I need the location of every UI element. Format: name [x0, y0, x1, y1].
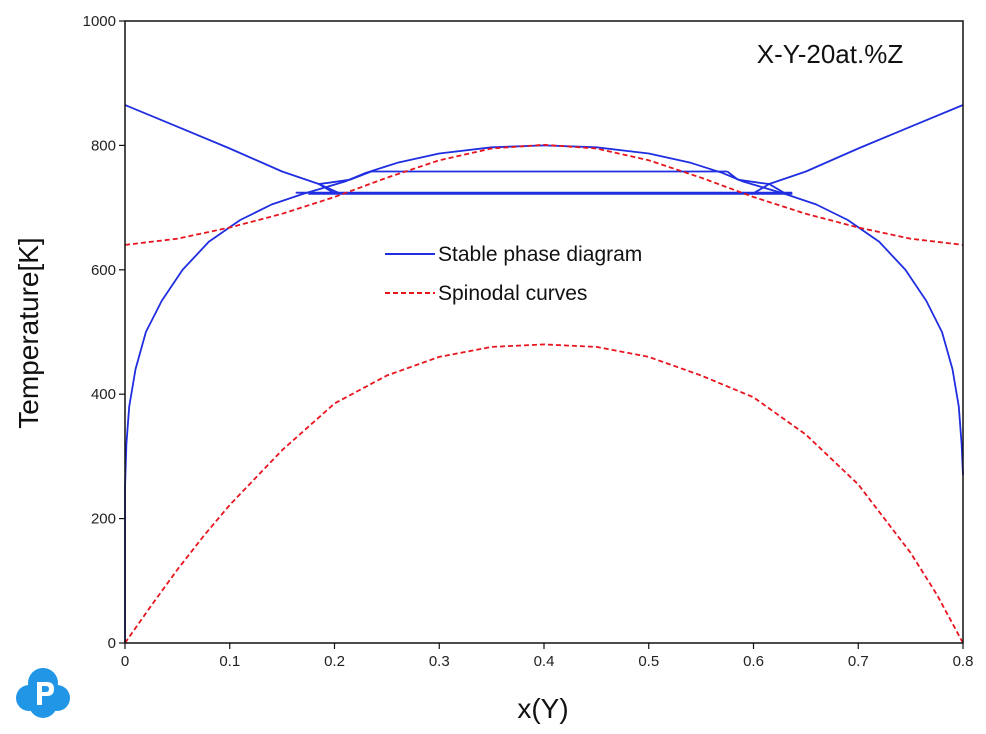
- legend-label-spinodal: Spinodal curves: [438, 282, 587, 305]
- plot-lines: [124, 104, 964, 644]
- x-axis-label: x(Y): [517, 693, 568, 724]
- x-tick-label: 0.7: [848, 653, 869, 670]
- y-tick-label: 1000: [83, 13, 116, 30]
- series-line-stable-phase-diagram: [318, 183, 341, 195]
- plot-area-frame: [124, 20, 964, 644]
- x-tick-label: 0.8: [953, 653, 974, 670]
- series-line-stable-phase-diagram: [726, 170, 770, 185]
- y-axis-ticks: 0 200 400 600 800 1000: [83, 13, 125, 652]
- series-line-stable-phase-diagram: [768, 183, 786, 195]
- y-tick-label: 400: [91, 386, 116, 403]
- chart-annotation: X-Y-20at.%Z: [757, 39, 904, 69]
- x-tick-label: 0.1: [219, 653, 240, 670]
- x-tick-label: 0.6: [743, 653, 764, 670]
- y-tick-label: 800: [91, 137, 116, 154]
- series-line-spinodal-curves: [124, 143, 964, 246]
- series-line-stable-phase-diagram: [753, 104, 964, 195]
- y-tick-label: 0: [108, 635, 116, 652]
- x-axis-ticks: 0 0.1 0.2 0.3 0.4 0.5 0.6 0.7 0.8: [121, 643, 974, 670]
- x-tick-label: 0.4: [534, 653, 555, 670]
- x-tick-label: 0.3: [429, 653, 450, 670]
- y-axis-label: Temperature[K]: [13, 237, 44, 428]
- brand-logo: [16, 668, 70, 718]
- x-tick-label: 0: [121, 653, 129, 670]
- x-tick-label: 0.2: [324, 653, 345, 670]
- legend: Stable phase diagram Spinodal curves: [385, 243, 642, 305]
- y-tick-label: 600: [91, 262, 116, 279]
- series-line-stable-phase-diagram: [124, 144, 964, 643]
- y-tick-label: 200: [91, 511, 116, 528]
- x-tick-label: 0.5: [638, 653, 659, 670]
- series-line-stable-phase-diagram: [124, 104, 335, 195]
- series-line-spinodal-curves: [124, 343, 964, 644]
- legend-label-stable: Stable phase diagram: [438, 243, 642, 266]
- series-line-stable-phase-diagram: [318, 170, 372, 185]
